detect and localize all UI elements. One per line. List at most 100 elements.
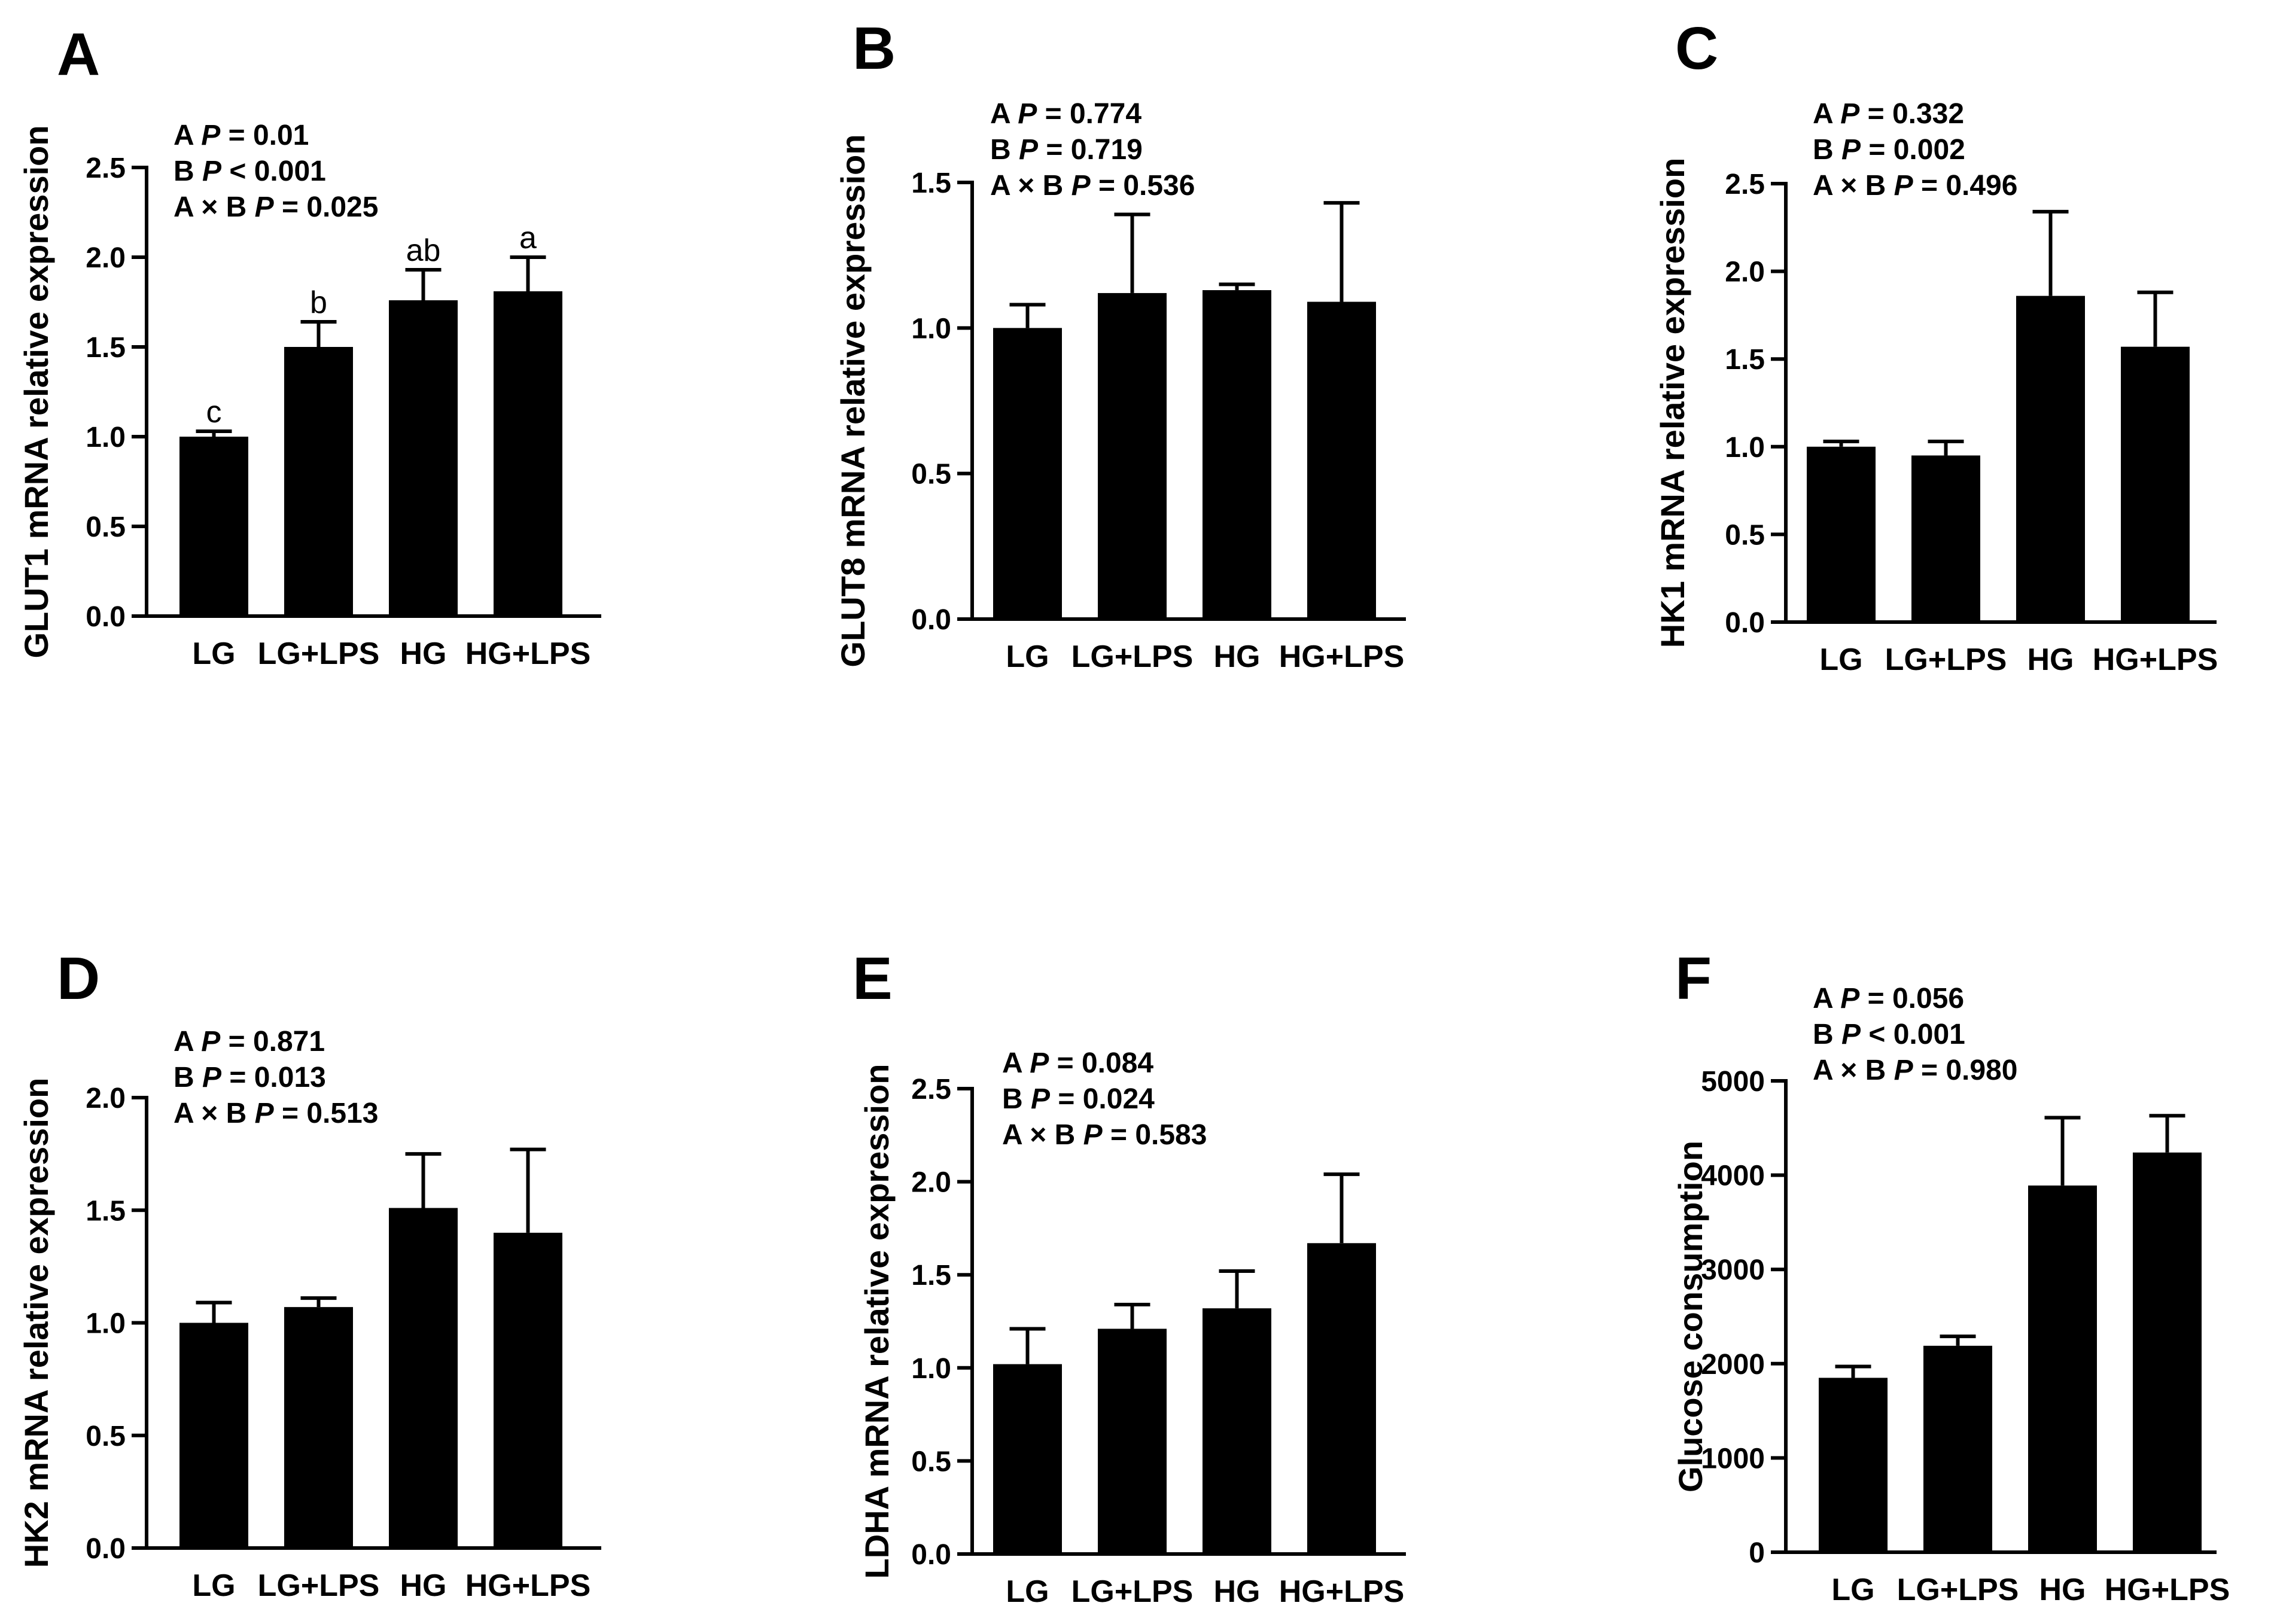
y-tick-label: 2.0 [911, 1167, 951, 1199]
bar [1819, 1378, 1888, 1552]
y-tick-label: 5000 [1701, 1066, 1765, 1098]
category-label: HG+LPS [2105, 1573, 2230, 1607]
y-tick-label: 1.0 [911, 313, 951, 345]
y-axis-title: Glucose consumption [1672, 1141, 1709, 1492]
panel-letter: C [1675, 15, 1718, 82]
y-tick-label: 0.5 [86, 1421, 126, 1452]
y-tick-label: 1.5 [86, 1195, 126, 1227]
stat-line: A P = 0.056 [1813, 983, 1964, 1014]
panel-letter: D [57, 945, 100, 1012]
y-tick-label: 2.5 [1725, 169, 1765, 200]
bar [2133, 1152, 2202, 1552]
significance-letter: b [310, 285, 327, 320]
y-tick-label: 0.5 [911, 1446, 951, 1477]
y-tick-label: 1.5 [911, 167, 951, 199]
stat-line: A P = 0.332 [1813, 98, 1964, 130]
stat-line: A × B P = 0.496 [1813, 170, 2017, 202]
category-label: LG [192, 1568, 235, 1603]
y-tick-label: 2.0 [86, 1083, 126, 1114]
y-tick-label: 2.0 [86, 242, 126, 274]
y-tick-label: 1.5 [1725, 344, 1765, 376]
stat-line: A P = 0.774 [990, 98, 1141, 130]
y-tick-label: 1.5 [86, 332, 126, 364]
stat-line: A × B P = 0.980 [1813, 1055, 2017, 1086]
stat-line: A × B P = 0.025 [173, 191, 378, 223]
category-label: HG [400, 636, 447, 671]
bar [494, 291, 562, 616]
y-tick-label: 0.0 [1725, 607, 1765, 639]
significance-letter: a [519, 221, 537, 255]
bar [1203, 290, 1271, 620]
category-label: LG+LPS [1071, 1574, 1194, 1609]
bar [179, 1323, 248, 1548]
stat-line: A P = 0.084 [1002, 1047, 1153, 1079]
chart-panel-f: F A P = 0.056 B P < 0.001 A × B P = 0.980 0 1… [1672, 945, 2230, 1607]
category-label: HG+LPS [465, 636, 591, 671]
chart-panel-b: B A P = 0.774 B P = 0.719 A × B P = 0.536 0.… [834, 15, 1406, 674]
category-label: LG+LPS [1885, 642, 2007, 677]
y-tick-label: 0.0 [911, 1539, 951, 1571]
stat-line: A × B P = 0.583 [1002, 1119, 1207, 1151]
y-tick-label: 1.5 [911, 1260, 951, 1291]
panel-letter: A [57, 21, 100, 88]
y-tick-label: 0.5 [911, 459, 951, 490]
significance-letter: c [206, 395, 222, 429]
bar [993, 1364, 1062, 1554]
stat-line: B P = 0.013 [173, 1062, 326, 1093]
bar [993, 328, 1062, 619]
stat-line: B P < 0.001 [1813, 1019, 1965, 1050]
y-tick-label: 1.0 [86, 1308, 126, 1340]
category-label: LG+LPS [258, 1568, 380, 1603]
y-tick-label: 0.5 [86, 511, 126, 543]
stat-line: A × B P = 0.536 [990, 170, 1195, 202]
y-tick-label: 2000 [1701, 1349, 1765, 1381]
bar [2121, 346, 2190, 622]
y-tick-label: 1000 [1701, 1443, 1765, 1474]
stat-line: A × B P = 0.513 [173, 1098, 378, 1129]
bar [389, 1208, 458, 1548]
y-tick-label: 0 [1749, 1537, 1765, 1569]
category-label: LG+LPS [1897, 1573, 2019, 1607]
category-label: HG+LPS [1279, 1574, 1405, 1609]
bar [1098, 292, 1167, 619]
stat-line: A P = 0.871 [173, 1026, 325, 1058]
category-label: HG+LPS [2093, 642, 2218, 677]
category-label: LG [1006, 639, 1049, 674]
y-tick-label: 1.0 [911, 1353, 951, 1385]
y-tick-label: 2.5 [86, 153, 126, 184]
chart-panel-a: A A P = 0.01 B P < 0.001 A × B P = 0.025 0.0… [17, 21, 601, 671]
stat-line: B P < 0.001 [173, 156, 326, 187]
y-tick-label: 0.0 [911, 604, 951, 636]
panel-letter: F [1675, 945, 1712, 1012]
y-tick-label: 1.0 [1725, 432, 1765, 464]
category-label: LG [192, 636, 235, 671]
bar [284, 1307, 353, 1548]
y-tick-label: 4000 [1701, 1160, 1765, 1192]
bar [1911, 455, 1980, 622]
bar [2016, 295, 2085, 622]
category-label: HG [2028, 642, 2074, 677]
stat-line: A P = 0.01 [173, 120, 309, 151]
chart-panel-c: C A P = 0.332 B P = 0.002 A × B P = 0.496 0.… [1654, 15, 2218, 677]
y-tick-label: 0.0 [86, 601, 126, 633]
category-label: HG [1214, 1574, 1261, 1609]
panel-letter: B [853, 15, 896, 82]
stat-line: B P = 0.719 [990, 134, 1143, 166]
y-tick-label: 0.5 [1725, 519, 1765, 551]
category-label: HG [400, 1568, 447, 1603]
bar [494, 1232, 562, 1548]
panel-letter: E [853, 945, 893, 1012]
category-label: HG [2039, 1573, 2086, 1607]
y-tick-label: 0.0 [86, 1533, 126, 1565]
chart-panel-d: D A P = 0.871 B P = 0.013 A × B P = 0.513 0.… [17, 945, 601, 1603]
y-axis-title: HK1 mRNA relative expression [1654, 158, 1691, 648]
bar [389, 300, 458, 616]
category-label: LG+LPS [258, 636, 380, 671]
chart-panel-e: E A P = 0.084 B P = 0.024 A × B P = 0.583 0.… [853, 945, 1406, 1609]
bar [1923, 1345, 1992, 1552]
y-tick-label: 1.0 [86, 422, 126, 453]
stat-line: B P = 0.002 [1813, 134, 1965, 166]
category-label: LG [1819, 642, 1862, 677]
category-label: HG [1214, 639, 1261, 674]
